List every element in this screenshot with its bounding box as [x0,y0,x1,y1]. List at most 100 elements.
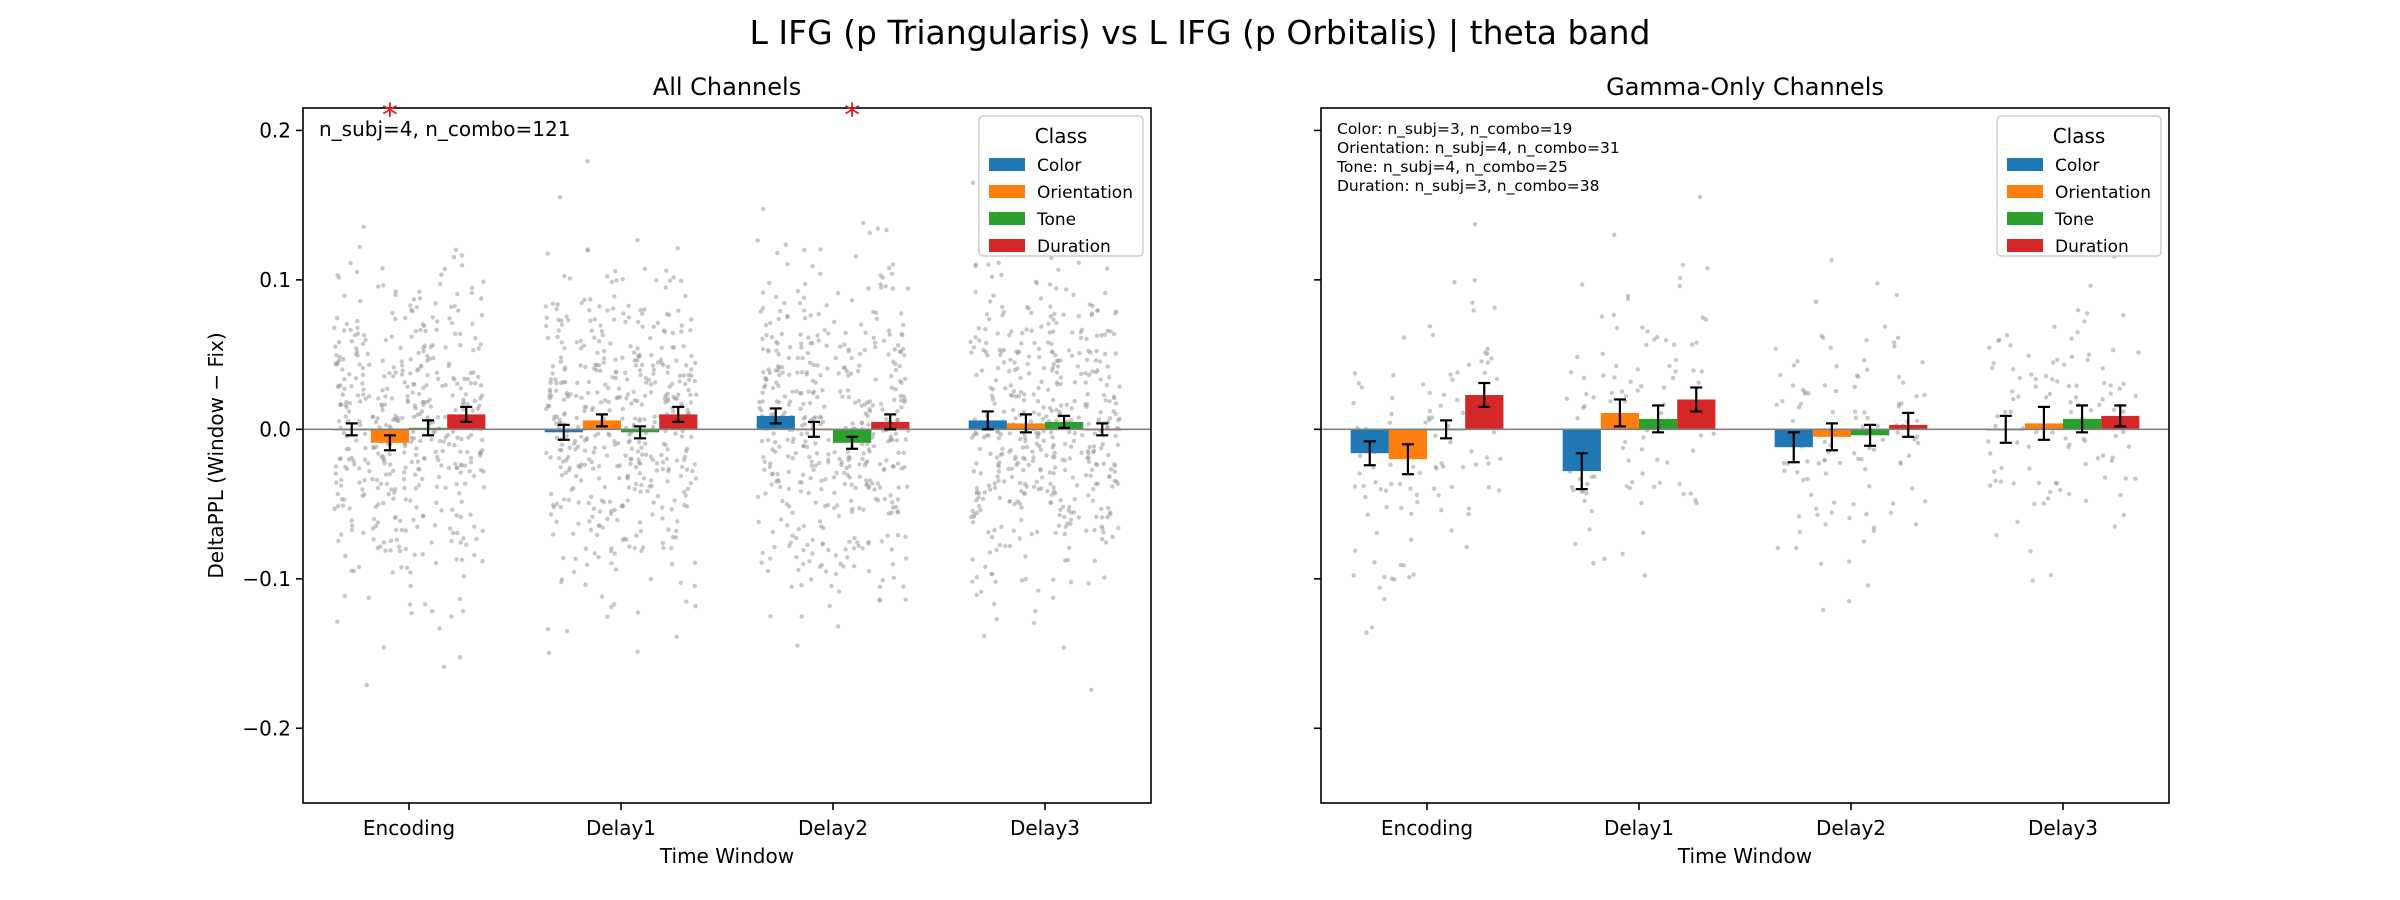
raw-point [460,609,466,614]
raw-point [865,400,870,405]
raw-point [1015,460,1020,466]
raw-point [1364,630,1369,635]
raw-point [567,276,573,281]
raw-point [620,503,625,508]
raw-point [780,370,785,375]
raw-point [347,401,352,406]
raw-point [586,379,592,385]
raw-point [1007,499,1012,504]
raw-point [635,610,641,615]
raw-point [761,455,766,460]
raw-point [383,422,389,428]
raw-point [1007,431,1012,436]
raw-point [1373,480,1378,485]
raw-point [563,380,568,385]
raw-point [799,345,804,350]
raw-point [386,491,391,497]
raw-point [574,393,579,399]
raw-point [446,465,452,471]
raw-point [428,404,434,409]
raw-point [1007,543,1013,549]
raw-point [597,304,602,309]
raw-point [1013,416,1018,421]
raw-point [898,378,903,384]
raw-point [413,452,419,458]
raw-point [1036,412,1042,417]
raw-point [790,533,795,538]
raw-point [598,368,603,373]
raw-point [592,445,598,451]
raw-point [822,327,827,333]
raw-point [679,401,684,406]
raw-point [1854,373,1860,378]
raw-point [790,456,795,461]
raw-point [1108,467,1114,472]
raw-point [810,537,815,543]
raw-point [974,372,979,378]
raw-point [559,577,565,582]
raw-point [461,400,466,405]
raw-point [1357,471,1362,476]
raw-point [1859,457,1864,462]
raw-point [1094,348,1099,354]
raw-point [420,514,426,519]
raw-point [767,464,773,470]
raw-point [636,457,641,462]
raw-point [1995,414,2000,419]
raw-point [663,400,668,405]
raw-point [760,550,765,556]
raw-point [852,564,857,569]
raw-point [849,482,854,487]
raw-point [612,439,617,444]
raw-point [982,633,987,639]
raw-point [799,582,804,588]
raw-point [638,489,643,494]
raw-point [878,401,884,407]
raw-point [1046,321,1051,327]
raw-point [2073,395,2079,400]
raw-point [1020,330,1025,336]
raw-point [375,477,380,483]
raw-point [1659,411,1664,416]
raw-point [634,533,639,538]
raw-point [1062,531,1068,537]
raw-point [2095,456,2101,461]
raw-point [1105,328,1111,333]
raw-point [408,357,413,362]
raw-point [675,246,680,251]
raw-point [1851,502,1856,507]
raw-point [418,438,423,444]
raw-point [602,398,608,403]
raw-point [352,333,358,338]
raw-point [665,479,670,484]
raw-point [976,495,981,500]
raw-point [1068,510,1074,515]
raw-point [903,437,908,442]
raw-point [808,476,813,481]
raw-point [402,450,407,455]
raw-point [805,542,810,548]
raw-point [776,316,781,322]
raw-point [871,335,876,340]
raw-point [661,328,667,333]
raw-point [590,514,595,519]
legend-label-duration: Duration [1037,237,1111,257]
raw-point [362,492,367,497]
raw-point [1068,517,1074,522]
raw-point [673,535,679,540]
raw-point [986,530,991,535]
raw-point [1024,444,1030,450]
raw-point [373,504,379,510]
raw-point [1599,314,1605,319]
raw-point [393,487,398,492]
raw-point [1031,410,1037,415]
raw-point [842,481,847,487]
raw-point [1988,483,1993,488]
raw-point [1068,521,1073,526]
raw-point [602,356,607,361]
raw-point [810,264,815,269]
raw-point [1107,474,1112,479]
raw-point [1655,457,1660,462]
raw-points [1351,194,2141,635]
raw-point [782,394,788,399]
